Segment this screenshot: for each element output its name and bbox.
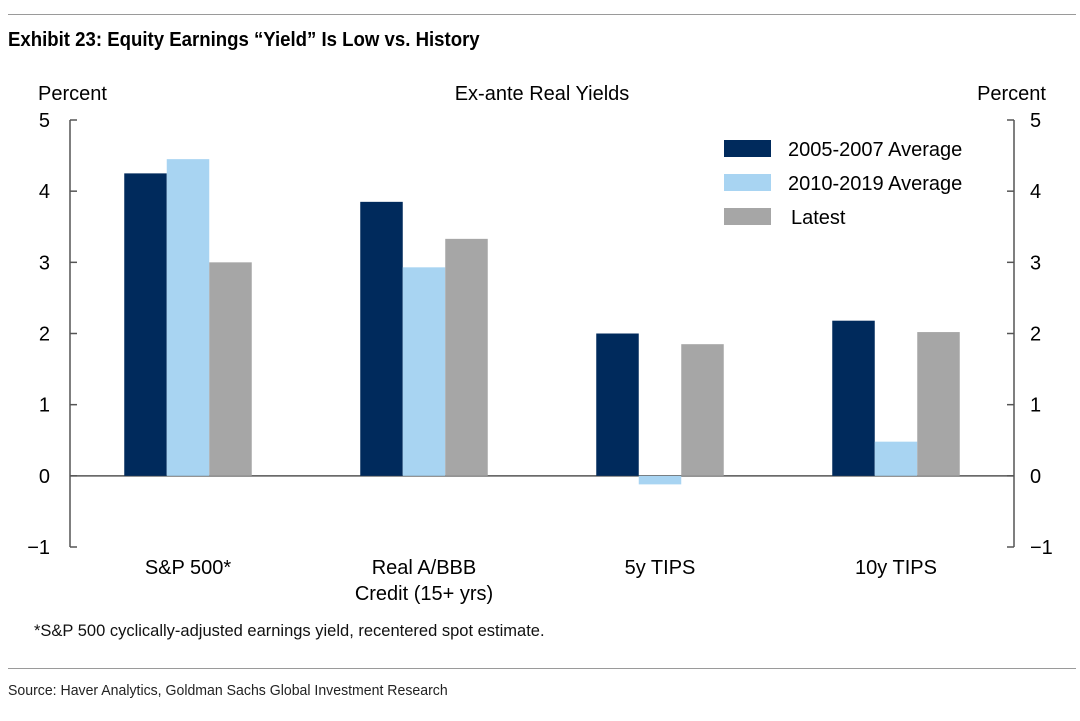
right-y-tick-label: 4 [1030,181,1041,203]
top-rule [8,14,1076,15]
footnote: *S&P 500 cyclically-adjusted earnings yi… [34,622,545,640]
bottom-rule [8,668,1076,669]
bar-1-2 [445,238,488,476]
right-y-tick-label: 0 [1030,466,1041,488]
left-y-tick-label: 0 [39,466,50,488]
left-y-tick-label: 2 [39,324,50,346]
category-label: Real A/BBB [372,557,477,579]
category-label: Credit (15+ yrs) [355,583,493,605]
right-y-tick-label: 5 [1030,110,1041,132]
source-note: Source: Haver Analytics, Goldman Sachs G… [8,682,448,699]
exhibit-title: Exhibit 23: Equity Earnings “Yield” Is L… [8,29,480,51]
right-y-tick-label: 3 [1030,252,1041,274]
bar-3-0 [832,320,875,476]
legend-swatch-0 [724,140,771,157]
left-axis-label: Percent [38,83,107,105]
bar-chart: Percent Ex-ante Real Yields Percent 5 5 4 4… [27,83,1053,605]
plot-area: 5 5 4 4 3 3 2 2 1 1 0 0 −1 −1 S&P 500* Real A/BBB Credit… [27,110,1053,605]
left-y-tick-label: −1 [27,537,50,559]
chart-title: Ex-ante Real Yields [455,83,630,105]
legend: 2005-2007 Average 2010-2019 Average Latest [724,139,962,229]
right-y-tick-label: −1 [1030,537,1053,559]
left-y-tick-label: 3 [39,252,50,274]
legend-label-2: Latest [791,207,846,229]
legend-swatch-1 [724,174,771,191]
category-label: S&P 500* [145,557,232,579]
left-y-tick-label: 4 [39,181,50,203]
bar-1-0 [360,201,403,476]
bar-0-0 [124,173,167,476]
bar-0-1 [166,159,210,476]
category-label: 10y TIPS [855,557,937,579]
right-axis-label: Percent [977,83,1046,105]
legend-label-0: 2005-2007 Average [788,139,962,161]
bar-0-2 [209,262,252,476]
legend-swatch-2 [724,208,771,225]
category-label: 5y TIPS [625,557,696,579]
left-y-tick-label: 5 [39,110,50,132]
bar-3-2 [917,332,960,476]
legend-label-1: 2010-2019 Average [788,173,962,195]
left-y-tick-label: 1 [39,395,50,417]
bar-1-1 [402,267,446,476]
bar-2-0 [596,333,639,476]
bar-2-1 [638,475,682,485]
bar-3-1 [874,441,918,476]
right-y-tick-label: 1 [1030,395,1041,417]
bar-2-2 [681,344,724,476]
right-y-tick-label: 2 [1030,324,1041,346]
